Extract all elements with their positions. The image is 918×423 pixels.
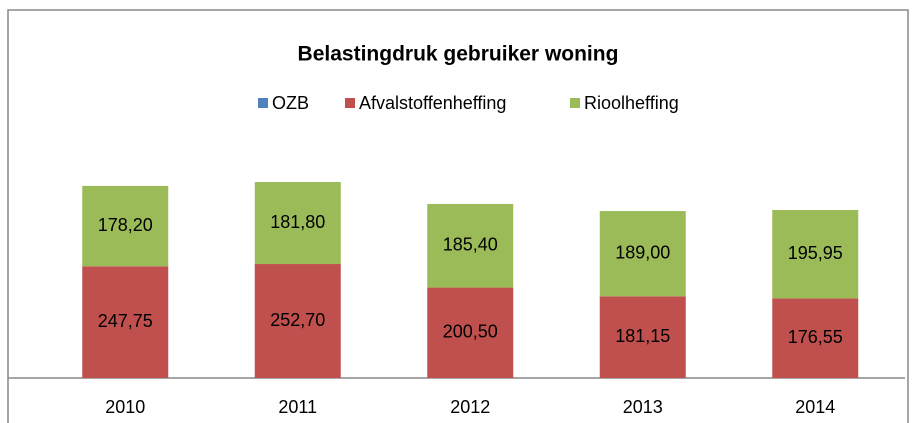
bar-segment — [254, 264, 341, 378]
bar-segment — [772, 210, 859, 299]
bar-segment — [599, 211, 686, 297]
data-label: 252,70 — [270, 310, 325, 330]
data-label: 189,00 — [615, 242, 670, 262]
legend-swatch — [258, 98, 268, 108]
data-label: 200,50 — [443, 322, 498, 342]
legend-swatch — [570, 98, 580, 108]
chart-title: Belastingdruk gebruiker woning — [298, 43, 619, 66]
bar-segment — [599, 296, 686, 378]
data-label: 195,95 — [788, 243, 843, 263]
data-label: 181,15 — [615, 326, 670, 346]
data-label: 176,55 — [788, 327, 843, 347]
bar-segment — [772, 298, 859, 378]
bar-segment — [427, 203, 514, 288]
data-label: 185,40 — [443, 235, 498, 255]
bar-segment — [82, 266, 169, 378]
bar-segment — [427, 287, 514, 378]
bar-segment — [82, 185, 169, 267]
x-tick-label: 2013 — [623, 397, 663, 417]
legend-swatch — [345, 98, 355, 108]
x-tick-label: 2012 — [450, 397, 490, 417]
legend-label: Rioolheffing — [584, 93, 679, 113]
data-label: 247,75 — [98, 311, 153, 331]
data-label: 181,80 — [270, 212, 325, 232]
x-tick-label: 2014 — [795, 397, 835, 417]
bar-segment — [254, 182, 341, 265]
legend-label: OZB — [272, 93, 309, 113]
x-tick-label: 2010 — [105, 397, 145, 417]
chart-frame — [7, 9, 909, 423]
legend-label: Afvalstoffenheffing — [359, 93, 506, 113]
x-tick-label: 2011 — [278, 397, 317, 417]
data-label: 178,20 — [98, 215, 153, 235]
